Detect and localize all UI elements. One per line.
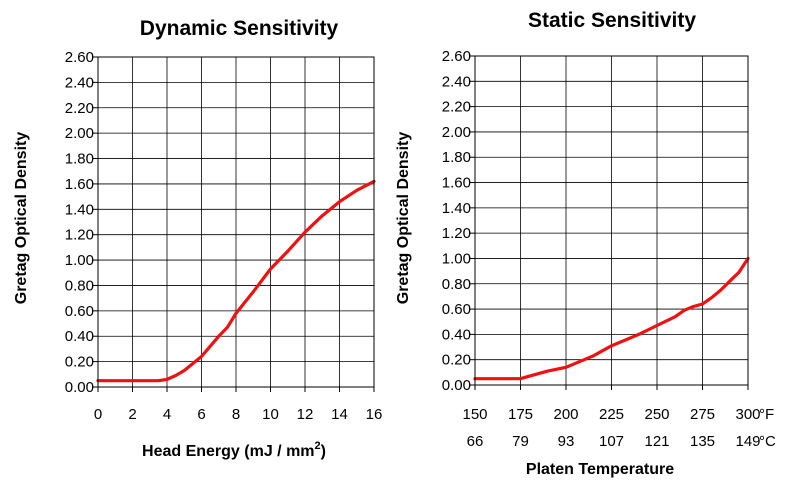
x-tick-label: 10 bbox=[262, 406, 279, 423]
x-tick-label: 175 bbox=[508, 406, 533, 423]
x-axis-label: Platen Temperature bbox=[526, 461, 674, 478]
y-tick-label: 0.60 bbox=[442, 301, 471, 318]
y-tick-label: 1.20 bbox=[65, 227, 94, 244]
y-tick-label: 2.40 bbox=[442, 73, 471, 90]
y-tick-label: 1.40 bbox=[442, 200, 471, 217]
x-tick-label: 16 bbox=[366, 406, 383, 423]
y-tick-label: 2.60 bbox=[65, 49, 94, 66]
x-tick-label: 200 bbox=[553, 406, 578, 423]
y-tick-label: 0.00 bbox=[442, 377, 471, 394]
x-tick-label: 225 bbox=[599, 406, 624, 423]
y-tick-label: 1.80 bbox=[442, 149, 471, 166]
x-tick-label-secondary: 66 bbox=[467, 433, 484, 450]
x-axis-label-end: ) bbox=[321, 443, 326, 460]
x-tick-label: 275 bbox=[690, 406, 715, 423]
y-tick-label: 0.80 bbox=[442, 276, 471, 293]
y-tick-label: 0.60 bbox=[65, 303, 94, 320]
y-tick-label: 0.40 bbox=[65, 328, 94, 345]
x-tick-label: 300 bbox=[735, 406, 760, 423]
x-tick-label: 12 bbox=[297, 406, 314, 423]
x-axis-label: Head Energy (mJ / mm2) bbox=[142, 440, 326, 460]
y-tick-label: 2.20 bbox=[442, 99, 471, 116]
x-tick-label: 0 bbox=[94, 406, 102, 423]
x-unit-secondary: °C bbox=[759, 433, 776, 450]
y-tick-label: 0.00 bbox=[65, 379, 94, 396]
x-tick-label: 4 bbox=[163, 406, 171, 423]
dynamic-sensitivity-chart: Dynamic Sensitivity Gretag Optical Densi… bbox=[13, 17, 382, 460]
y-tick-label: 1.00 bbox=[65, 252, 94, 269]
y-tick-label: 1.00 bbox=[442, 250, 471, 267]
y-tick-label: 1.40 bbox=[65, 201, 94, 218]
x-tick-label-secondary: 107 bbox=[599, 433, 624, 450]
y-tick-label: 2.20 bbox=[65, 100, 94, 117]
x-tick-label: 14 bbox=[331, 406, 348, 423]
y-tick-label: 1.60 bbox=[65, 176, 94, 193]
series-line bbox=[96, 179, 376, 383]
y-tick-label: 2.60 bbox=[442, 48, 471, 65]
x-tick-label-secondary: 121 bbox=[644, 433, 669, 450]
x-tick-label: 150 bbox=[462, 406, 487, 423]
x-tick-label-secondary: 135 bbox=[690, 433, 715, 450]
x-tick-label: 2 bbox=[128, 406, 136, 423]
x-tick-label: 250 bbox=[644, 406, 669, 423]
x-axis-label-main: Head Energy (mJ / mm bbox=[142, 443, 315, 460]
y-tick-label: 0.20 bbox=[65, 354, 94, 371]
y-tick-label: 1.60 bbox=[442, 175, 471, 192]
y-tick-label: 0.20 bbox=[442, 352, 471, 369]
x-tick-label: 6 bbox=[197, 406, 205, 423]
y-tick-label: 2.00 bbox=[442, 124, 471, 141]
chart-title: Dynamic Sensitivity bbox=[140, 17, 339, 40]
y-axis-label: Gretag Optical Density bbox=[13, 132, 30, 305]
x-tick-label-secondary: 149 bbox=[735, 433, 760, 450]
x-unit-primary: °F bbox=[759, 406, 774, 423]
x-tick-label-secondary: 79 bbox=[512, 433, 529, 450]
plot-frame bbox=[474, 55, 749, 386]
y-tick-label: 1.20 bbox=[442, 225, 471, 242]
chart-title: Static Sensitivity bbox=[528, 9, 696, 32]
y-tick-label: 1.80 bbox=[65, 151, 94, 168]
static-sensitivity-chart: Static Sensitivity Gretag Optical Densit… bbox=[395, 9, 776, 478]
y-tick-label: 2.00 bbox=[65, 125, 94, 142]
series-line bbox=[473, 256, 750, 381]
y-axis-label: Gretag Optical Density bbox=[395, 132, 412, 305]
x-tick-label-secondary: 93 bbox=[558, 433, 575, 450]
y-tick-label: 0.40 bbox=[442, 326, 471, 343]
y-tick-label: 2.40 bbox=[65, 74, 94, 91]
x-axis-label-superscript: 2 bbox=[315, 440, 321, 452]
plot-frame bbox=[97, 56, 375, 388]
x-tick-label: 8 bbox=[232, 406, 240, 423]
y-tick-label: 0.80 bbox=[65, 277, 94, 294]
